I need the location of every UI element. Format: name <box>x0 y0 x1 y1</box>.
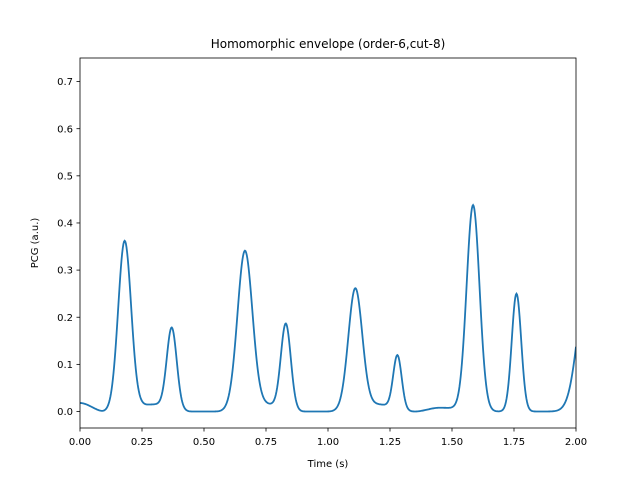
x-tick-label: 0.75 <box>255 437 277 448</box>
x-tick-label: 0.00 <box>69 437 91 448</box>
y-tick-label: 0.1 <box>57 360 73 371</box>
plot-area <box>80 58 576 428</box>
x-axis: 0.00 0.25 0.50 0.75 1.00 1.25 1.50 1.75 2.00 <box>69 428 587 448</box>
x-tick-label: 0.50 <box>193 437 215 448</box>
x-tick-label: 1.50 <box>441 437 463 448</box>
x-axis-label: Time (s) <box>307 459 349 470</box>
chart-title: Homomorphic envelope (order-6,cut-8) <box>211 37 446 51</box>
y-tick-label: 0.5 <box>57 171 73 182</box>
axes-background <box>80 58 576 428</box>
x-tick-label: 2.00 <box>565 437 587 448</box>
y-axis-label: PCG (a.u.) <box>30 218 41 269</box>
y-tick-label: 0.6 <box>57 124 73 135</box>
y-tick-label: 0.7 <box>57 77 73 88</box>
x-tick-label: 1.00 <box>317 437 339 448</box>
series-line <box>80 203 576 413</box>
y-tick-label: 0.0 <box>57 407 73 418</box>
y-tick-label: 0.3 <box>57 266 73 277</box>
x-tick-label: 1.75 <box>503 437 525 448</box>
y-axis: 0.0 0.1 0.2 0.3 0.4 0.5 0.6 0.7 <box>57 77 80 418</box>
x-tick-label: 1.25 <box>379 437 401 448</box>
x-tick-label: 0.25 <box>131 437 153 448</box>
y-tick-label: 0.4 <box>57 219 73 230</box>
y-tick-label: 0.2 <box>57 313 73 324</box>
axes-frame <box>79 57 577 429</box>
